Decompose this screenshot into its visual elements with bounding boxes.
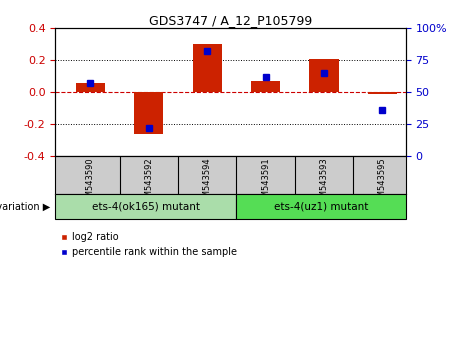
Bar (134, 92, 163, 134)
Bar (76, 83, 105, 92)
Bar (309, 59, 338, 92)
Text: genotype/variation ▶: genotype/variation ▶ (0, 202, 51, 212)
Text: ets-4(uz1) mutant: ets-4(uz1) mutant (274, 202, 368, 212)
Text: GSM543591: GSM543591 (261, 158, 270, 208)
Text: ets-4(ok165) mutant: ets-4(ok165) mutant (92, 202, 200, 212)
Title: GDS3747 / A_12_P105799: GDS3747 / A_12_P105799 (149, 14, 312, 27)
Text: GSM543595: GSM543595 (378, 158, 387, 208)
Legend: log2 ratio, percentile rank within the sample: log2 ratio, percentile rank within the s… (60, 232, 237, 257)
Text: GSM543593: GSM543593 (319, 158, 328, 209)
Bar (236, 194, 406, 219)
Text: GSM543590: GSM543590 (86, 158, 95, 208)
Bar (55, 194, 236, 219)
Text: GSM543594: GSM543594 (203, 158, 212, 208)
Bar (193, 44, 222, 92)
Bar (368, 92, 397, 94)
Text: GSM543592: GSM543592 (144, 158, 153, 208)
Bar (251, 81, 280, 92)
